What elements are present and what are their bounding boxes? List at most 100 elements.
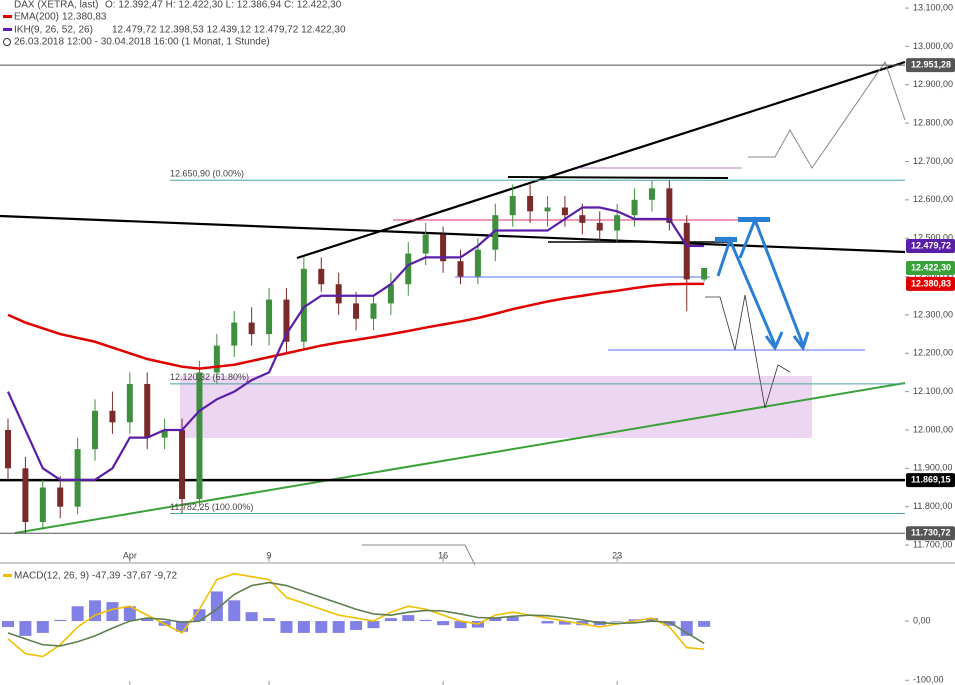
price-badge	[906, 58, 955, 73]
candle-body	[179, 429, 186, 500]
candle-body	[579, 215, 586, 223]
macd-line	[7, 581, 705, 647]
histogram-bar	[245, 612, 258, 622]
candle-body	[561, 207, 568, 216]
trendline	[14, 382, 906, 534]
histogram-bar	[2, 621, 14, 627]
projection	[748, 60, 906, 169]
price-badge-label: 11.730,72	[911, 528, 951, 538]
indicator-line	[6, 206, 705, 481]
legend-swatch	[3, 15, 12, 18]
y-tick-label: 13.000,00	[913, 41, 953, 51]
candle-body	[596, 222, 603, 231]
candle-body	[300, 268, 307, 342]
x-tick-label: 9	[267, 550, 272, 560]
macd-values: -47,39 -37,67 -9,72	[92, 571, 177, 582]
histogram-bar	[506, 616, 519, 622]
histogram-bar	[89, 600, 102, 622]
histogram-bar	[280, 621, 293, 633]
candle-body	[335, 284, 342, 304]
histogram-bar	[36, 621, 49, 633]
y-tick-label: 11.800,00	[913, 501, 952, 511]
y-tick-label: 12.200,00	[913, 348, 953, 358]
histogram-bar	[489, 618, 502, 622]
histogram-bar	[680, 621, 693, 636]
candle-body	[509, 196, 516, 216]
trendline	[0, 214, 906, 254]
histogram-bar	[541, 621, 554, 624]
histogram-bar	[19, 621, 32, 636]
x-tick-label: 23	[612, 550, 622, 560]
legend-label: EMA(200)	[14, 12, 59, 23]
candle-body	[283, 299, 290, 342]
legend-label: IKH(9, 26, 52, 26)	[14, 25, 93, 36]
resistance-line	[507, 176, 729, 179]
histogram-bar	[176, 621, 189, 632]
candle-body	[92, 410, 99, 450]
candle-body	[683, 222, 690, 280]
candle-body	[22, 468, 29, 523]
y-tick-label: 12.700,00	[913, 156, 953, 166]
candle-body	[248, 322, 255, 335]
candle-body	[74, 449, 81, 507]
projection	[362, 544, 476, 566]
fib-label: 11.782,25 (100.00%)	[170, 502, 253, 512]
histogram-bar	[297, 621, 310, 633]
histogram-bar	[558, 621, 571, 625]
candle-body	[266, 299, 273, 335]
price-badge	[906, 238, 955, 253]
histogram-bar	[332, 621, 345, 633]
candle-body	[457, 261, 464, 277]
candle-body	[161, 429, 168, 438]
marker	[738, 217, 770, 222]
y-tick-label: 12.600,00	[913, 194, 953, 204]
histogram-bar	[454, 621, 467, 629]
candle-body	[440, 234, 447, 262]
subtitle: 26.03.2018 12:00 - 30.04.2018 16:00 (1 M…	[14, 37, 270, 48]
chart-title: DAX (XETRA, last)	[14, 0, 98, 11]
price-badge	[906, 473, 955, 488]
histogram-bar	[576, 621, 589, 626]
legend-swatch	[3, 28, 12, 31]
histogram-bar	[698, 621, 711, 627]
price-badge-label: 12.422,30	[911, 262, 951, 272]
macd-title: MACD(12, 26, 9)	[14, 571, 89, 582]
price-badge-label: 11.869,15	[911, 475, 951, 485]
candle-body	[387, 284, 394, 304]
price-badge-label: 12.951,28	[911, 59, 951, 69]
y-tick-label: 12.800,00	[913, 117, 953, 127]
candle-body	[231, 322, 238, 346]
y-tick-label: 13.100,00	[913, 2, 953, 12]
price-badge	[906, 526, 955, 541]
fib-label: 12.120,32 (61.80%)	[170, 372, 249, 382]
candle-body	[353, 303, 360, 319]
histogram-bar	[367, 621, 380, 629]
candle-body	[474, 249, 481, 277]
histogram-bar	[419, 619, 432, 622]
candle-body	[5, 429, 11, 469]
histogram-bar	[384, 618, 397, 622]
histogram-bar	[141, 618, 154, 622]
price-badge-label: 12.479,72	[911, 240, 951, 250]
macd-line	[7, 572, 705, 658]
target-zone	[180, 376, 812, 438]
histogram-bar	[437, 621, 450, 626]
candle-body	[57, 487, 64, 507]
histogram-bar	[645, 618, 658, 622]
candle-body	[405, 253, 412, 285]
candle-body	[648, 188, 655, 200]
histogram-bar	[402, 615, 415, 622]
y-tick-label: 0,00	[913, 615, 931, 625]
y-tick-label: 12.000,00	[913, 424, 953, 434]
histogram-bar	[106, 602, 119, 622]
y-tick-label: -100,00	[913, 675, 944, 685]
candle-body	[631, 199, 638, 216]
histogram-bar	[54, 619, 67, 622]
price-badge-label: 12.380,83	[911, 278, 951, 288]
candle-body	[492, 215, 499, 250]
y-tick-label: 12.500,00	[913, 233, 953, 243]
trendline	[296, 60, 906, 260]
candle-body	[144, 383, 151, 438]
candle-body	[39, 487, 46, 523]
